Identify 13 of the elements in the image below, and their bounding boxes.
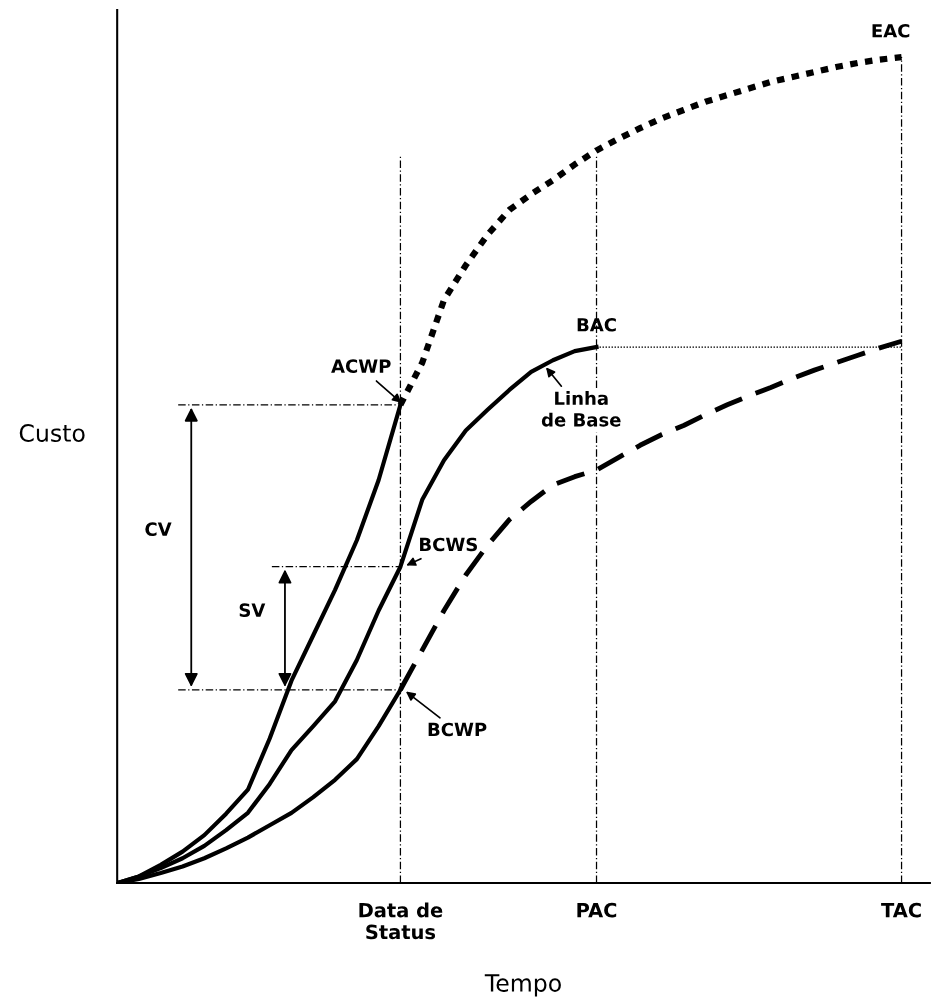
annotation: ACWP	[331, 359, 391, 373]
x-tick-label: PAC	[577, 902, 617, 918]
annotation: CV	[145, 522, 172, 537]
annotation: SV	[239, 603, 266, 617]
annotation: BCWP	[428, 722, 487, 737]
annotation: BAC	[577, 317, 616, 332]
annotation: Linha de Base	[541, 391, 621, 427]
annotation: BCWS	[420, 537, 478, 552]
annotation: EAC	[872, 23, 910, 38]
x-axis-title: Tempo	[484, 974, 561, 997]
y-axis-title: Custo	[19, 424, 85, 442]
x-tick-label: Data de Status	[359, 902, 443, 940]
x-tick-label: TAC	[881, 902, 921, 918]
